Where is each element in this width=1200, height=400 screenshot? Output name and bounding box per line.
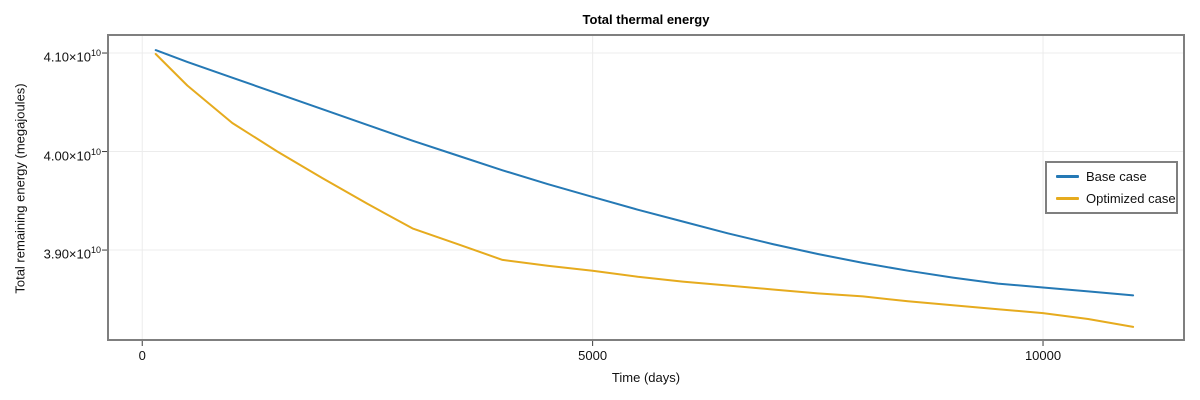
x-tick-label: 5000 [578, 348, 608, 363]
chart-title: Total thermal energy [582, 12, 710, 27]
optimized-case-line-swatch [1056, 197, 1079, 200]
y-axis-label: Total remaining energy (megajoules) [12, 83, 28, 294]
plot-frame [107, 34, 1185, 341]
legend: Base case Optimized case [1045, 161, 1178, 214]
x-tick-label: 0 [138, 348, 146, 363]
x-tick-label: 10000 [1024, 348, 1062, 363]
series-line-base-case [154, 49, 1135, 297]
base-case-line-swatch [1056, 175, 1079, 178]
y-tick-label: 3.90×1010 [43, 245, 101, 262]
y-tick-label: 4.10×1010 [43, 48, 101, 65]
x-axis-label: Time (days) [611, 370, 681, 385]
y-tick-label: 4.00×1010 [43, 146, 101, 163]
legend-label: Optimized case [1086, 191, 1176, 206]
legend-label: Base case [1086, 169, 1147, 184]
series-line-optimized-case [154, 53, 1135, 328]
legend-item-base-case: Base case [1056, 168, 1176, 185]
legend-item-optimized-case: Optimized case [1056, 190, 1176, 207]
